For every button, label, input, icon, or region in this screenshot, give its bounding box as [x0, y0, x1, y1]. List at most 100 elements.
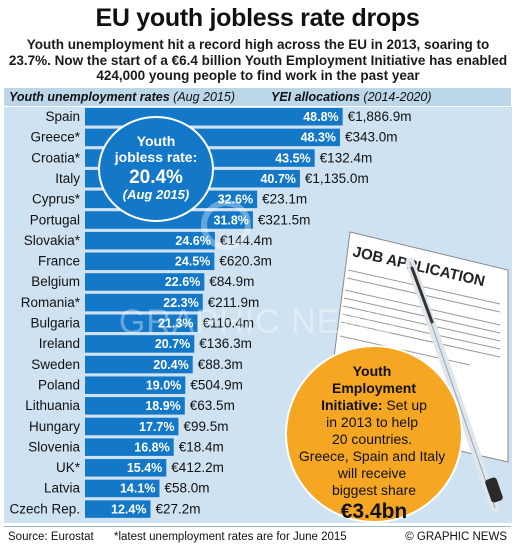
- category-label: France: [38, 254, 80, 269]
- yei-callout-line5: 20 countries.: [332, 431, 412, 447]
- category-label: Bulgaria: [30, 316, 80, 331]
- yei-header-period: (2014-2020): [363, 90, 432, 104]
- page-subtitle: Youth unemployment hit a record high acr…: [8, 37, 508, 83]
- footer-source: Source: Eurostat: [8, 531, 94, 543]
- footer-divider: [4, 526, 511, 527]
- rates-header-period: (Aug 2015): [173, 90, 236, 104]
- bar-value-label: 17.7%: [139, 420, 174, 434]
- yei-callout-value: €3.4bn: [341, 500, 408, 523]
- yei-callout-line3-rest: Set up: [383, 397, 428, 413]
- bar-value-label: 12.4%: [111, 502, 146, 516]
- watermark: GRAPHIC NEWS: [119, 200, 397, 341]
- bar-value-label: 15.4%: [127, 461, 162, 475]
- category-label: UK*: [56, 460, 81, 475]
- bar: [85, 417, 179, 436]
- category-label: Romania*: [21, 295, 81, 310]
- category-label: Lithuania: [25, 398, 80, 413]
- bar: [85, 376, 186, 394]
- yei-callout-line3: Initiative: Set up: [321, 397, 427, 413]
- yei-allocation-label: €1,886.9m: [348, 109, 412, 124]
- bar: [85, 479, 160, 498]
- yei-allocation-label: €110.4m: [202, 316, 254, 331]
- yei-column-header: YEI allocations (2014-2020): [271, 90, 432, 104]
- bar-value-label: 43.5%: [275, 151, 310, 165]
- callout-rate-value: 20.4%: [129, 167, 183, 188]
- bar-value-label: 20.4%: [153, 358, 188, 372]
- bar: [85, 500, 151, 518]
- bar: [85, 397, 185, 415]
- bar-value-label: 32.6%: [218, 193, 253, 207]
- bar-value-label: 31.8%: [213, 213, 248, 227]
- category-label: Czech Rep.: [9, 501, 80, 516]
- category-label: Spain: [45, 109, 80, 124]
- category-label: Slovakia*: [24, 233, 81, 248]
- yei-allocation-label: €321.5m: [258, 212, 311, 227]
- bar: [85, 438, 174, 456]
- callout-rate-line1: Youth: [137, 133, 176, 149]
- yei-allocation-label: €412.2m: [171, 460, 224, 475]
- bar-value-label: 24.5%: [175, 255, 210, 269]
- yei-allocation-label: €63.5m: [190, 398, 235, 413]
- category-label: Poland: [38, 377, 80, 392]
- category-label: Ireland: [39, 336, 80, 351]
- yei-allocation-label: €504.9m: [190, 377, 243, 392]
- page-title: EU youth jobless rate drops: [95, 4, 420, 32]
- yei-allocation-label: €343.0m: [345, 130, 398, 145]
- yei-allocation-label: €620.3m: [219, 254, 272, 269]
- footer-credit: © GRAPHIC NEWS: [405, 531, 507, 543]
- yei-allocation-label: €88.3m: [198, 357, 243, 372]
- yei-callout-line6: Greece, Spain and Italy: [299, 448, 445, 464]
- yei-callout-line3-bold: Initiative:: [321, 397, 382, 413]
- callout-rate-period: (Aug 2015): [123, 187, 189, 202]
- yei-callout-line4: in 2013 to help: [326, 414, 418, 430]
- bar-value-label: 21.3%: [158, 317, 193, 331]
- bar: [85, 335, 195, 353]
- svg-text:Youth Employment: Youth Employment: [332, 363, 416, 396]
- rates-column-header: Youth unemployment rates (Aug 2015): [9, 90, 235, 104]
- callout-rate-line2: jobless rate:: [114, 149, 197, 165]
- category-label: Portugal: [30, 212, 80, 227]
- bar: [85, 273, 205, 291]
- category-label: Italy: [55, 171, 80, 186]
- yei-allocation-label: €99.5m: [183, 419, 228, 434]
- yei-allocation-label: €132.4m: [320, 150, 373, 165]
- svg-text:in 2013 to help 20 count: in 2013 to help 20 countries. Greece, Sp…: [299, 414, 449, 498]
- bar-value-label: 48.8%: [303, 110, 338, 124]
- category-label: Sweden: [31, 357, 80, 372]
- bar-value-label: 48.3%: [301, 131, 336, 145]
- yei-header-label: YEI allocations: [271, 90, 360, 104]
- youth-jobless-callout: Youth jobless rate: 20.4% (Aug 2015): [98, 116, 214, 222]
- column-header-band: [4, 88, 511, 106]
- category-label: Cyprus*: [32, 192, 81, 207]
- watermark-text: GRAPHIC NEWS: [119, 303, 397, 341]
- yei-allocation-label: €144.4m: [220, 233, 273, 248]
- bar-value-label: 24.6%: [175, 234, 210, 248]
- bar: [85, 231, 215, 250]
- category-label: Hungary: [29, 419, 80, 434]
- category-label: Belgium: [31, 274, 80, 289]
- yei-allocation-label: €23.1m: [262, 192, 307, 207]
- yei-allocation-label: €136.3m: [199, 336, 252, 351]
- bar-value-label: 40.7%: [260, 172, 295, 186]
- yei-callout-line8: biggest share: [332, 482, 416, 498]
- bar: [85, 355, 193, 374]
- bar-value-label: 22.3%: [163, 296, 198, 310]
- rates-header-label: Youth unemployment rates: [9, 90, 170, 104]
- bar-value-label: 14.1%: [120, 482, 155, 496]
- yei-allocation-label: €58.0m: [164, 481, 209, 496]
- bar-value-label: 19.0%: [146, 378, 181, 392]
- bar-value-label: 18.9%: [145, 399, 180, 413]
- yei-callout-line2: Employment: [332, 380, 416, 396]
- category-label: Croatia*: [31, 150, 81, 165]
- yei-allocation-label: €27.2m: [155, 501, 200, 516]
- yei-allocation-label: €1,135.0m: [305, 171, 369, 186]
- category-label: Greece*: [30, 130, 80, 145]
- yei-callout-line1: Youth: [353, 363, 392, 379]
- bar-value-label: 16.8%: [134, 440, 169, 454]
- pen-icon: [405, 257, 503, 513]
- yei-allocation-label: €84.9m: [209, 274, 254, 289]
- bars-group: Spain 48.8% €1,886.9m Greece* 48.3% €343.0m Cr…: [9, 108, 411, 518]
- category-label: Latvia: [44, 481, 81, 496]
- bar: [85, 293, 203, 312]
